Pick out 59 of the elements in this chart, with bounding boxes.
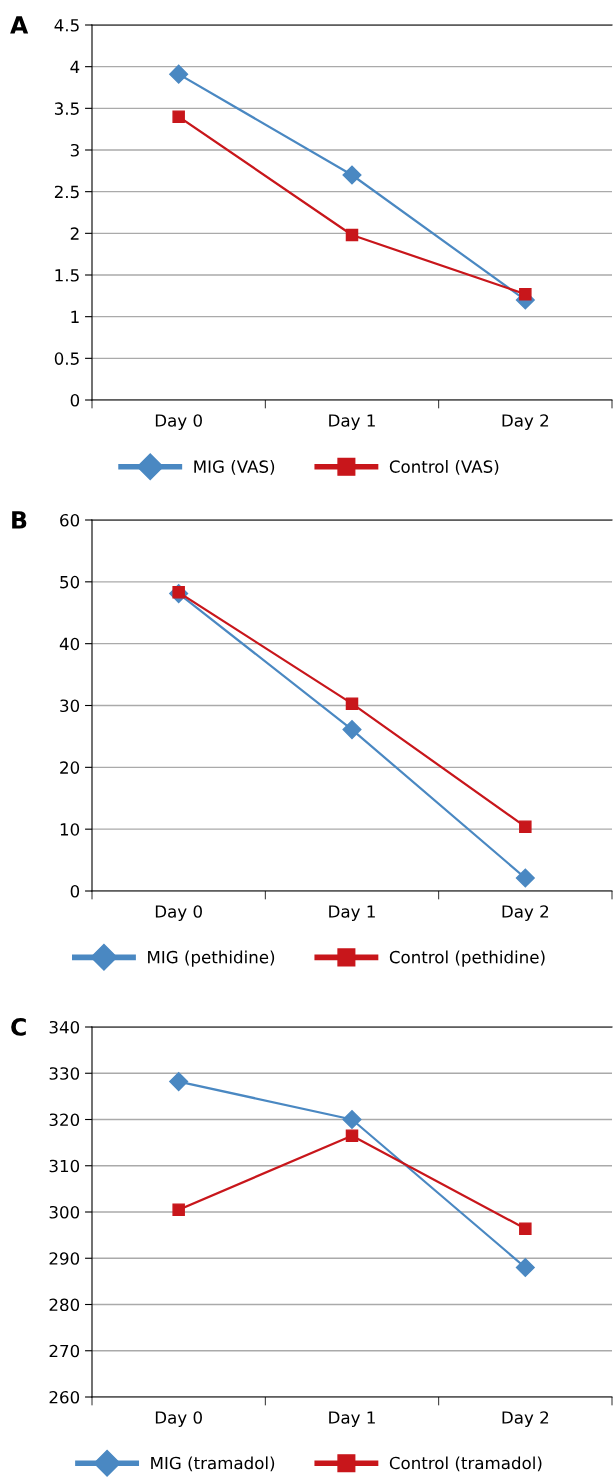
y-tick-label: 10 <box>60 823 80 836</box>
y-tick-label: 260 <box>49 1390 80 1404</box>
y-tick-label: 290 <box>49 1252 80 1265</box>
y-tick-label: 3.5 <box>54 102 79 115</box>
legend-label: MIG (pethidine) <box>148 950 275 967</box>
chart-title: A <box>10 16 29 34</box>
x-tick-label: Day 0 <box>155 905 202 922</box>
chart-title: C <box>11 1017 26 1036</box>
y-tick-label: 300 <box>49 1205 80 1219</box>
y-tick-label: 30 <box>60 699 80 713</box>
point <box>515 1257 535 1278</box>
y-tick-label: 280 <box>49 1298 80 1312</box>
y-tick-label: 2.5 <box>54 185 79 199</box>
point <box>172 1203 185 1216</box>
chart-title: B <box>12 511 27 529</box>
x-tick-label: Day 1 <box>329 414 375 431</box>
y-tick-label: 340 <box>49 1020 80 1034</box>
legend-label: MIG (tramadol) <box>151 1456 275 1472</box>
legend-label: Control (VAS) <box>389 460 499 475</box>
y-tick-label: 2 <box>70 227 79 240</box>
point <box>169 64 189 84</box>
legend-label: MIG (VAS) <box>194 460 275 475</box>
y-tick-label: 330 <box>49 1067 80 1080</box>
y-tick-label: 4 <box>70 60 80 73</box>
point <box>342 165 362 185</box>
point <box>345 1129 359 1142</box>
x-tick-label: Day 2 <box>502 1411 549 1428</box>
y-tick-label: 320 <box>49 1113 80 1127</box>
x-tick-label: Day 0 <box>155 1411 202 1428</box>
point <box>515 868 535 888</box>
x-tick-label: Day 2 <box>502 905 549 922</box>
y-tick-label: 20 <box>60 761 80 774</box>
y-tick-label: 0.5 <box>54 352 79 365</box>
y-tick-label: 40 <box>59 637 80 651</box>
y-tick-label: 3 <box>70 143 79 157</box>
y-tick-label: 4.5 <box>54 19 79 32</box>
y-tick-label: 0 <box>70 884 80 898</box>
point <box>345 228 359 242</box>
y-tick-label: 310 <box>49 1159 80 1173</box>
y-tick-label: 270 <box>49 1344 80 1358</box>
point <box>519 287 532 301</box>
point <box>345 697 359 710</box>
x-tick-label: Day 2 <box>502 414 549 431</box>
y-tick-label: 60 <box>60 513 80 527</box>
x-tick-label: Day 1 <box>329 905 375 922</box>
point <box>342 1109 362 1130</box>
point <box>172 110 185 123</box>
y-tick-label: 0 <box>70 393 80 407</box>
legend-label: Control (tramadol) <box>389 1456 542 1472</box>
y-tick-label: 1 <box>71 310 79 323</box>
point <box>519 820 532 833</box>
y-tick-label: 50 <box>60 575 80 589</box>
y-tick-label: 1.5 <box>55 269 79 282</box>
x-tick-label: Day 1 <box>329 1411 375 1428</box>
point <box>169 1072 189 1092</box>
x-tick-label: Day 0 <box>155 414 202 431</box>
legend-label: Control (pethidine) <box>389 950 545 967</box>
point <box>519 1222 532 1235</box>
point <box>342 720 362 740</box>
